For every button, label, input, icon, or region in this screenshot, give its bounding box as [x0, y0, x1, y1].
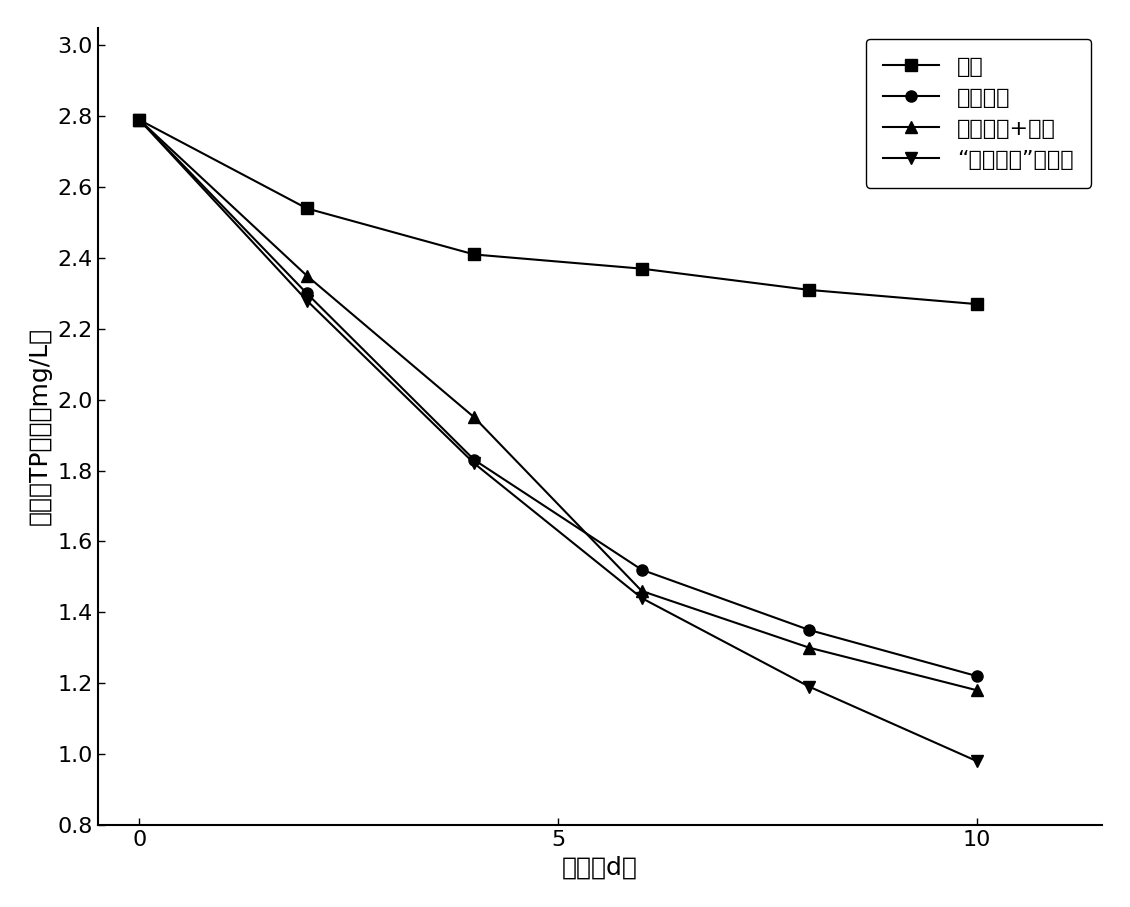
光合细菌	[970, 670, 983, 681]
空白	[468, 249, 481, 260]
“人造茌膜”型颗粒	[132, 114, 146, 125]
光合细菌	[132, 114, 146, 125]
光合细菌	[635, 564, 649, 575]
“人造茌膜”型颗粒	[468, 458, 481, 469]
光合细菌+沸石	[802, 642, 816, 653]
“人造茌膜”型颗粒	[970, 756, 983, 766]
光合细菌	[802, 625, 816, 636]
空白	[802, 285, 816, 296]
空白	[635, 263, 649, 274]
光合细菌	[301, 288, 314, 299]
Legend: 空白, 光合细菌, 光合细菌+沸石, “人造茌膜”型颗粒: 空白, 光合细菌, 光合细菌+沸石, “人造茌膜”型颗粒	[866, 39, 1092, 188]
“人造茌膜”型颗粒	[635, 592, 649, 603]
“人造茌膜”型颗粒	[802, 681, 816, 692]
空白	[970, 298, 983, 309]
Line: “人造茌膜”型颗粒: “人造茌膜”型颗粒	[133, 114, 982, 766]
空白	[301, 203, 314, 214]
Y-axis label: 上覆水TP浓度（mg/L）: 上覆水TP浓度（mg/L）	[28, 327, 52, 525]
“人造茌膜”型颗粒	[301, 295, 314, 306]
光合细菌+沸石	[132, 114, 146, 125]
Line: 光合细菌+沸石: 光合细菌+沸石	[133, 114, 982, 696]
空白	[132, 114, 146, 125]
Line: 空白: 空白	[133, 114, 982, 309]
光合细菌+沸石	[635, 586, 649, 597]
Line: 光合细菌: 光合细菌	[133, 114, 982, 681]
X-axis label: 时间（d）: 时间（d）	[562, 855, 637, 879]
光合细菌	[468, 454, 481, 465]
光合细菌+沸石	[970, 685, 983, 696]
光合细菌+沸石	[468, 412, 481, 423]
光合细菌+沸石	[301, 270, 314, 281]
